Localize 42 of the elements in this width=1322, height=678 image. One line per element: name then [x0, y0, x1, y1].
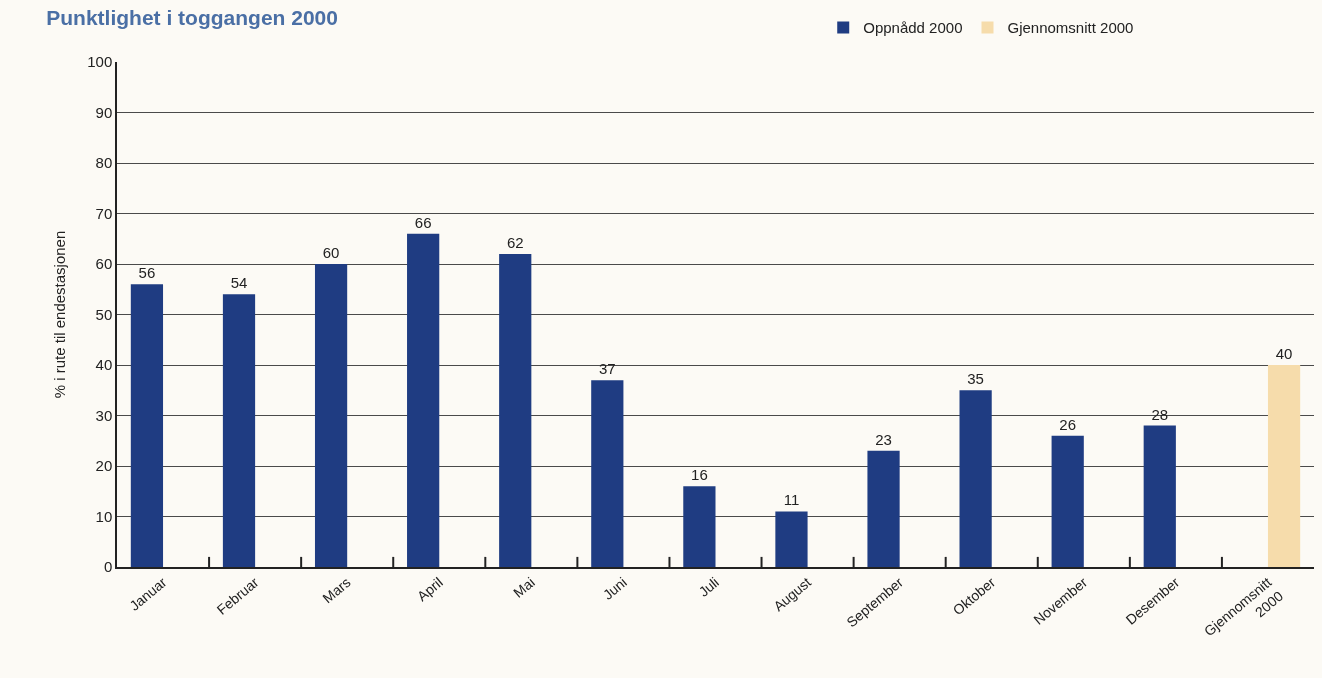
data-label: 40: [1275, 345, 1293, 362]
data-label: 62: [506, 233, 524, 251]
bar: [1267, 365, 1301, 567]
bar: [591, 380, 624, 567]
bar: [407, 233, 440, 567]
data-label: 66: [414, 213, 432, 231]
legend-label: Gjennomsnitt 2000: [1007, 19, 1134, 37]
y-tick-label: 40: [95, 356, 113, 374]
y-tick-label: 80: [95, 154, 113, 172]
y-tick-label: 0: [103, 558, 113, 576]
x-tick-label: Juli: [695, 573, 722, 600]
y-axis-title: % i rute til endestasjonen: [50, 230, 68, 399]
bar: [1143, 425, 1176, 567]
y-tick-label: 30: [95, 406, 113, 424]
data-label: 60: [322, 244, 340, 261]
data-label: 56: [138, 264, 156, 282]
bar: [130, 284, 164, 567]
data-label: 16: [691, 466, 708, 484]
bar: [867, 450, 900, 567]
bar: [499, 253, 532, 567]
data-label: 35: [967, 370, 984, 388]
y-tick-label: 10: [95, 507, 113, 525]
bar: [314, 264, 348, 567]
bar: [959, 390, 992, 567]
bar: [222, 294, 256, 567]
bar: [1051, 435, 1084, 567]
y-tick-label: 70: [95, 204, 113, 222]
bar: [775, 511, 808, 567]
x-tick-label: Mai: [510, 573, 538, 601]
y-tick-label: 50: [95, 305, 113, 323]
bar: [683, 486, 716, 567]
legend-label: Oppnådd 2000: [863, 19, 963, 37]
y-tick-label: 100: [87, 53, 113, 71]
data-label: 11: [783, 491, 800, 509]
y-tick-label: 20: [95, 457, 113, 475]
data-label: 23: [875, 430, 892, 448]
chart-title: Punktlighet i toggangen 2000: [46, 5, 338, 29]
data-label: 54: [230, 274, 248, 292]
y-tick-label: 60: [95, 255, 113, 273]
data-label: 26: [1059, 415, 1077, 433]
x-tick-label: Juni: [599, 573, 630, 603]
y-tick-label: 90: [95, 103, 113, 121]
